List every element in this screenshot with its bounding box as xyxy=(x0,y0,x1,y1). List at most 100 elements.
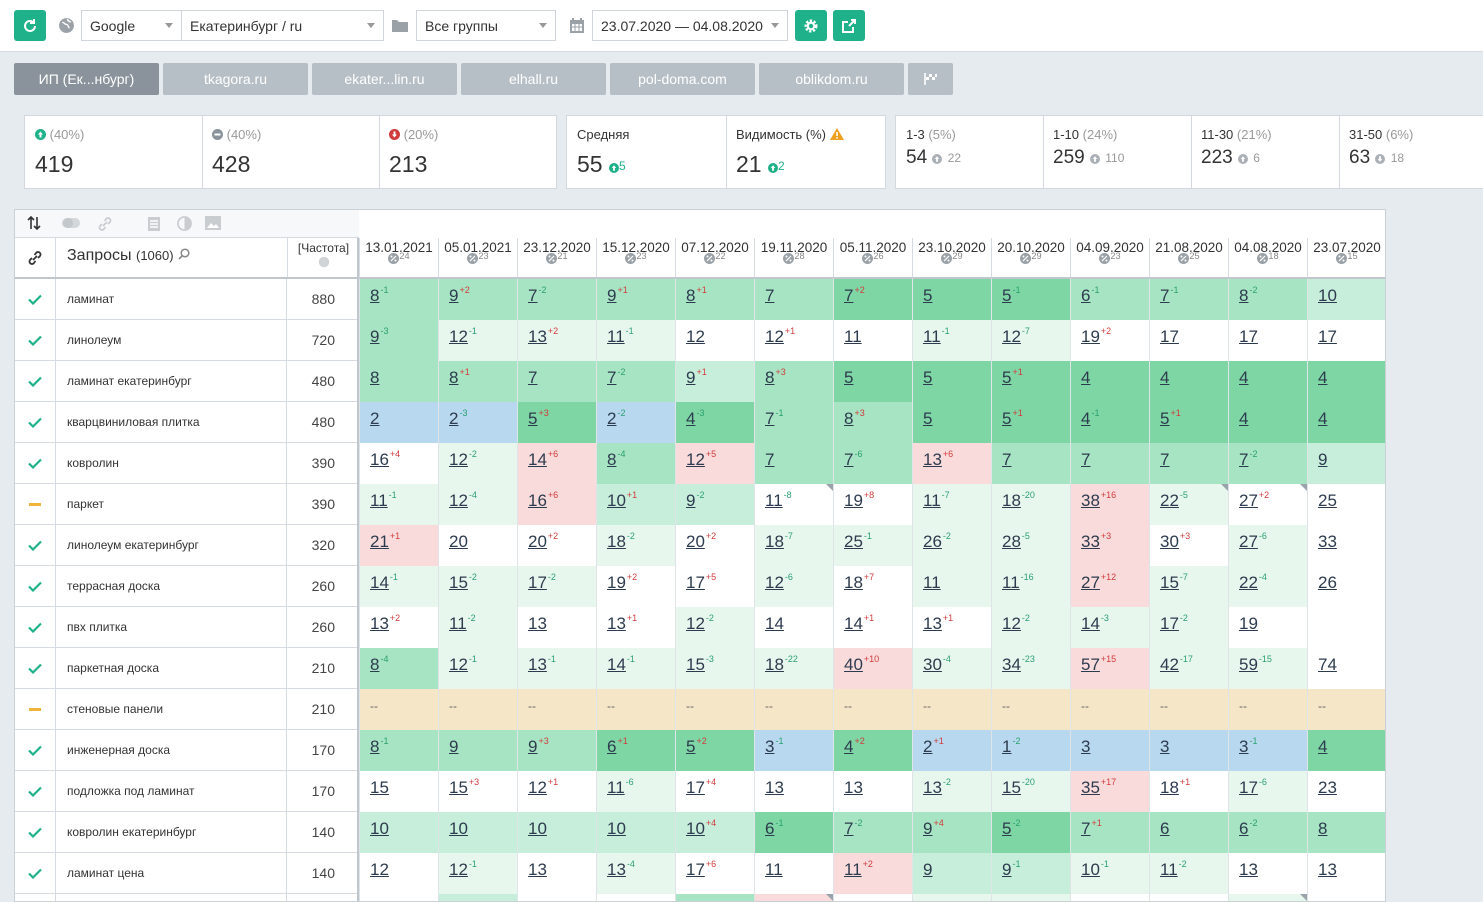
position-value[interactable]: 12 xyxy=(686,450,705,469)
queries-header[interactable]: Запросы (1060) xyxy=(67,247,190,265)
position-value[interactable]: 14 xyxy=(1081,614,1100,633)
position-cell[interactable]: 15+3 xyxy=(438,771,517,812)
settings-button[interactable] xyxy=(795,10,827,41)
position-value[interactable]: 23 xyxy=(1318,778,1337,797)
date-column-header[interactable]: 05.11.2020 26 xyxy=(833,238,912,279)
position-value[interactable]: 8 xyxy=(686,286,696,305)
position-value[interactable]: 40 xyxy=(844,655,863,674)
query-text[interactable] xyxy=(56,894,287,901)
position-value[interactable]: 12 xyxy=(765,327,784,346)
position-value[interactable]: 4 xyxy=(1081,409,1091,428)
date-column-header[interactable]: 07.12.2020 22 xyxy=(675,238,754,279)
position-value[interactable]: 11 xyxy=(923,573,941,592)
position-value[interactable]: 7 xyxy=(528,368,538,387)
position-cell[interactable] xyxy=(1228,894,1307,901)
position-value[interactable]: 26 xyxy=(1318,573,1337,592)
position-cell[interactable]: 9+2 xyxy=(438,279,517,320)
position-value[interactable]: 5 xyxy=(1002,409,1012,428)
position-cell[interactable]: 21+1 xyxy=(359,525,438,566)
position-value[interactable]: 57 xyxy=(1081,655,1100,674)
position-cell[interactable]: 10 xyxy=(1307,279,1385,320)
position-value[interactable]: 10 xyxy=(449,819,468,838)
position-value[interactable]: 4 xyxy=(1318,409,1328,428)
position-value[interactable]: 4 xyxy=(1318,737,1328,756)
position-value[interactable]: 14 xyxy=(607,655,626,674)
position-cell[interactable]: 23 xyxy=(1307,771,1385,812)
position-value[interactable]: 7 xyxy=(765,286,775,305)
position-cell[interactable]: 16+6 xyxy=(517,484,596,525)
position-cell[interactable]: 9+4 xyxy=(912,812,991,853)
position-cell[interactable] xyxy=(1070,894,1149,901)
position-cell[interactable]: 17+5 xyxy=(675,566,754,607)
position-value[interactable]: 10 xyxy=(1318,286,1337,305)
position-cell[interactable] xyxy=(359,894,438,901)
position-value[interactable]: 20 xyxy=(686,532,705,551)
status-cell[interactable] xyxy=(15,607,56,648)
position-value[interactable]: 14 xyxy=(528,450,547,469)
position-value[interactable]: 22 xyxy=(1160,491,1179,510)
position-cell[interactable]: 9+3 xyxy=(517,730,596,771)
position-value[interactable]: 4 xyxy=(686,409,696,428)
position-value[interactable]: 13 xyxy=(923,450,942,469)
position-value[interactable]: 13 xyxy=(370,614,389,633)
position-value[interactable]: 11 xyxy=(370,491,388,510)
position-cell[interactable]: 5+3 xyxy=(517,402,596,443)
position-cell[interactable] xyxy=(754,894,833,901)
position-value[interactable]: 11 xyxy=(607,778,625,797)
position-cell[interactable]: 11-16 xyxy=(991,566,1070,607)
position-cell[interactable]: 9-2 xyxy=(675,484,754,525)
position-value[interactable]: 7 xyxy=(844,450,854,469)
position-value[interactable]: 11 xyxy=(765,491,783,510)
position-value[interactable]: 33 xyxy=(1318,532,1337,551)
position-value[interactable]: 33 xyxy=(1081,532,1100,551)
position-value[interactable]: 38 xyxy=(1081,491,1100,510)
position-cell[interactable]: 17+4 xyxy=(675,771,754,812)
position-value[interactable]: 18 xyxy=(765,532,784,551)
position-cell[interactable]: 12+1 xyxy=(517,771,596,812)
position-cell[interactable]: 13+6 xyxy=(912,443,991,484)
position-value[interactable]: 5 xyxy=(1160,409,1170,428)
position-value[interactable]: 11 xyxy=(1002,573,1020,592)
position-value[interactable]: 2 xyxy=(607,409,617,428)
position-cell[interactable]: 18-20 xyxy=(991,484,1070,525)
position-value[interactable]: 12 xyxy=(449,491,468,510)
position-cell[interactable]: -- xyxy=(596,689,675,730)
position-cell[interactable]: 19 xyxy=(1228,607,1307,648)
position-cell[interactable] xyxy=(991,894,1070,901)
position-value[interactable]: 18 xyxy=(844,573,863,592)
position-value[interactable]: 8 xyxy=(844,409,854,428)
date-column-header[interactable]: 04.09.2020 23 xyxy=(1070,238,1149,279)
position-cell[interactable]: 18+1 xyxy=(1149,771,1228,812)
position-cell[interactable]: 19+8 xyxy=(833,484,912,525)
position-cell[interactable]: 13 xyxy=(833,771,912,812)
position-cell[interactable]: 12 xyxy=(359,853,438,894)
position-cell[interactable]: 10 xyxy=(596,812,675,853)
position-value[interactable]: 9 xyxy=(923,860,933,879)
position-value[interactable]: 14 xyxy=(844,614,863,633)
position-value[interactable]: 26 xyxy=(923,532,942,551)
position-cell[interactable] xyxy=(675,894,754,901)
position-cell[interactable]: 12-4 xyxy=(438,484,517,525)
position-cell[interactable]: 9+1 xyxy=(596,279,675,320)
position-cell[interactable]: 12-1 xyxy=(438,320,517,361)
position-value[interactable]: 19 xyxy=(1081,327,1100,346)
warning-icon[interactable] xyxy=(829,128,844,140)
position-value[interactable]: 3 xyxy=(1160,737,1170,756)
position-cell[interactable]: 11+2 xyxy=(833,853,912,894)
position-cell[interactable]: 7-6 xyxy=(833,443,912,484)
date-column-header[interactable]: 23.12.2020 21 xyxy=(517,238,596,279)
position-cell[interactable]: 8-4 xyxy=(359,648,438,689)
position-value[interactable]: 25 xyxy=(844,532,863,551)
position-value[interactable]: 4 xyxy=(844,737,854,756)
position-cell[interactable]: 6 xyxy=(1149,812,1228,853)
position-value[interactable]: 7 xyxy=(765,409,775,428)
position-cell[interactable]: 12+1 xyxy=(754,320,833,361)
position-value[interactable]: 10 xyxy=(686,819,705,838)
position-cell[interactable]: 28-5 xyxy=(991,525,1070,566)
position-cell[interactable]: 12-1 xyxy=(438,853,517,894)
position-cell[interactable]: 38+16 xyxy=(1070,484,1149,525)
position-value[interactable]: 13 xyxy=(607,614,626,633)
position-cell[interactable]: 13 xyxy=(517,853,596,894)
position-cell[interactable]: 17-2 xyxy=(1149,607,1228,648)
image-icon[interactable] xyxy=(205,216,221,232)
